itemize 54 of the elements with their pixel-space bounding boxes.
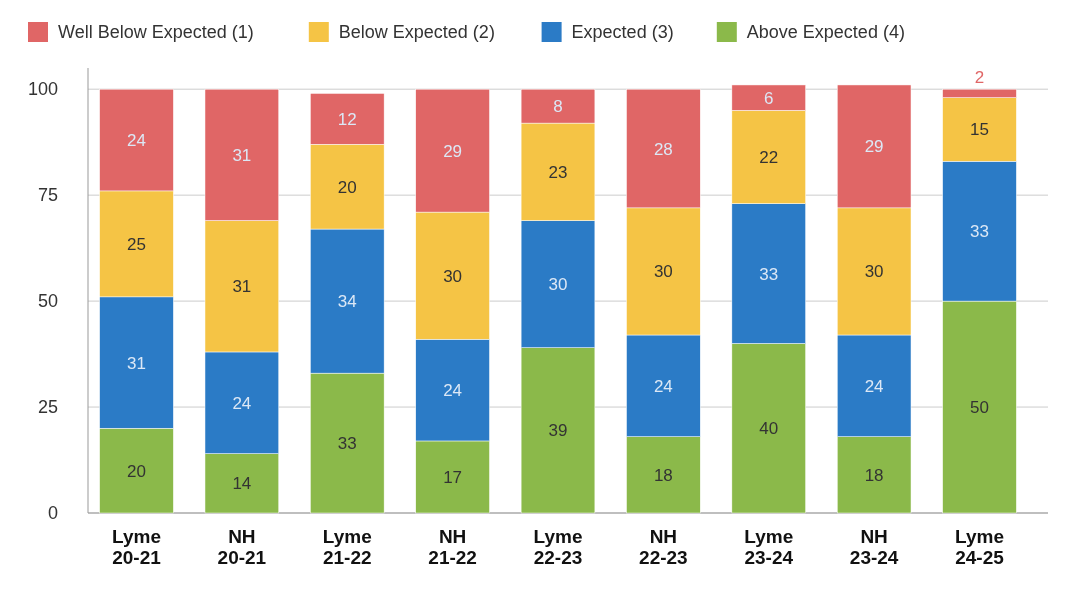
legend-label: Above Expected (4) bbox=[746, 22, 905, 42]
legend-label: Well Below Expected (1) bbox=[58, 22, 254, 42]
data-label: 31 bbox=[232, 277, 252, 297]
data-label: 34 bbox=[337, 292, 357, 312]
data-label: 24 bbox=[864, 376, 884, 396]
x-tick-label: Lyme 23-24 bbox=[744, 526, 794, 568]
data-label: 14 bbox=[232, 474, 252, 494]
y-tick-label: 50 bbox=[37, 291, 58, 312]
data-label: 30 bbox=[443, 266, 463, 286]
data-label: 28 bbox=[653, 139, 673, 159]
data-label: 24 bbox=[127, 131, 146, 151]
data-label: 8 bbox=[553, 97, 563, 117]
data-label: 30 bbox=[864, 262, 884, 282]
x-tick-label: NH 22-23 bbox=[639, 526, 688, 568]
y-tick-label: 0 bbox=[47, 503, 58, 523]
x-tick-label: Lyme 24-25 bbox=[955, 526, 1005, 568]
x-tick-label: Lyme 21-22 bbox=[322, 526, 372, 568]
data-label: 31 bbox=[232, 145, 252, 165]
data-label: 23 bbox=[548, 162, 568, 182]
data-label: 24 bbox=[232, 393, 252, 413]
data-label: 39 bbox=[548, 421, 568, 441]
x-tick-label: Lyme 20-21 bbox=[112, 526, 162, 568]
x-tick-label: NH 20-21 bbox=[217, 526, 267, 568]
y-tick-label: 100 bbox=[27, 79, 58, 100]
data-label: 29 bbox=[443, 141, 463, 161]
data-label: 18 bbox=[653, 465, 673, 485]
data-label: 40 bbox=[759, 419, 779, 439]
x-tick-label: NH 21-22 bbox=[428, 526, 477, 568]
y-tick-label: 75 bbox=[37, 185, 58, 206]
data-label: 30 bbox=[548, 275, 568, 295]
legend-label: Below Expected (2) bbox=[338, 22, 495, 42]
y-tick-label: 25 bbox=[37, 397, 58, 418]
data-label: 33 bbox=[970, 222, 989, 242]
x-tick-label: Lyme 22-23 bbox=[533, 526, 583, 568]
data-label: 17 bbox=[443, 467, 463, 487]
data-label: 25 bbox=[127, 234, 146, 254]
data-label: 33 bbox=[337, 434, 357, 454]
data-label: 30 bbox=[653, 262, 673, 282]
data-label: 31 bbox=[127, 353, 146, 373]
data-label: 24 bbox=[653, 376, 673, 396]
legend-label: Expected (3) bbox=[571, 22, 674, 42]
data-label: 33 bbox=[759, 264, 779, 284]
data-label: 20 bbox=[337, 177, 357, 197]
data-label: 24 bbox=[443, 381, 463, 401]
data-label: 22 bbox=[759, 148, 779, 167]
data-label: 20 bbox=[127, 461, 146, 481]
data-label: 18 bbox=[864, 465, 884, 485]
data-label: 2 bbox=[974, 68, 985, 88]
data-label: 6 bbox=[764, 88, 774, 108]
data-label: 29 bbox=[864, 137, 884, 157]
data-label: 15 bbox=[970, 120, 989, 140]
data-label: 50 bbox=[970, 398, 989, 418]
data-label: 12 bbox=[337, 109, 357, 129]
x-tick-label: NH 23-24 bbox=[849, 526, 899, 568]
